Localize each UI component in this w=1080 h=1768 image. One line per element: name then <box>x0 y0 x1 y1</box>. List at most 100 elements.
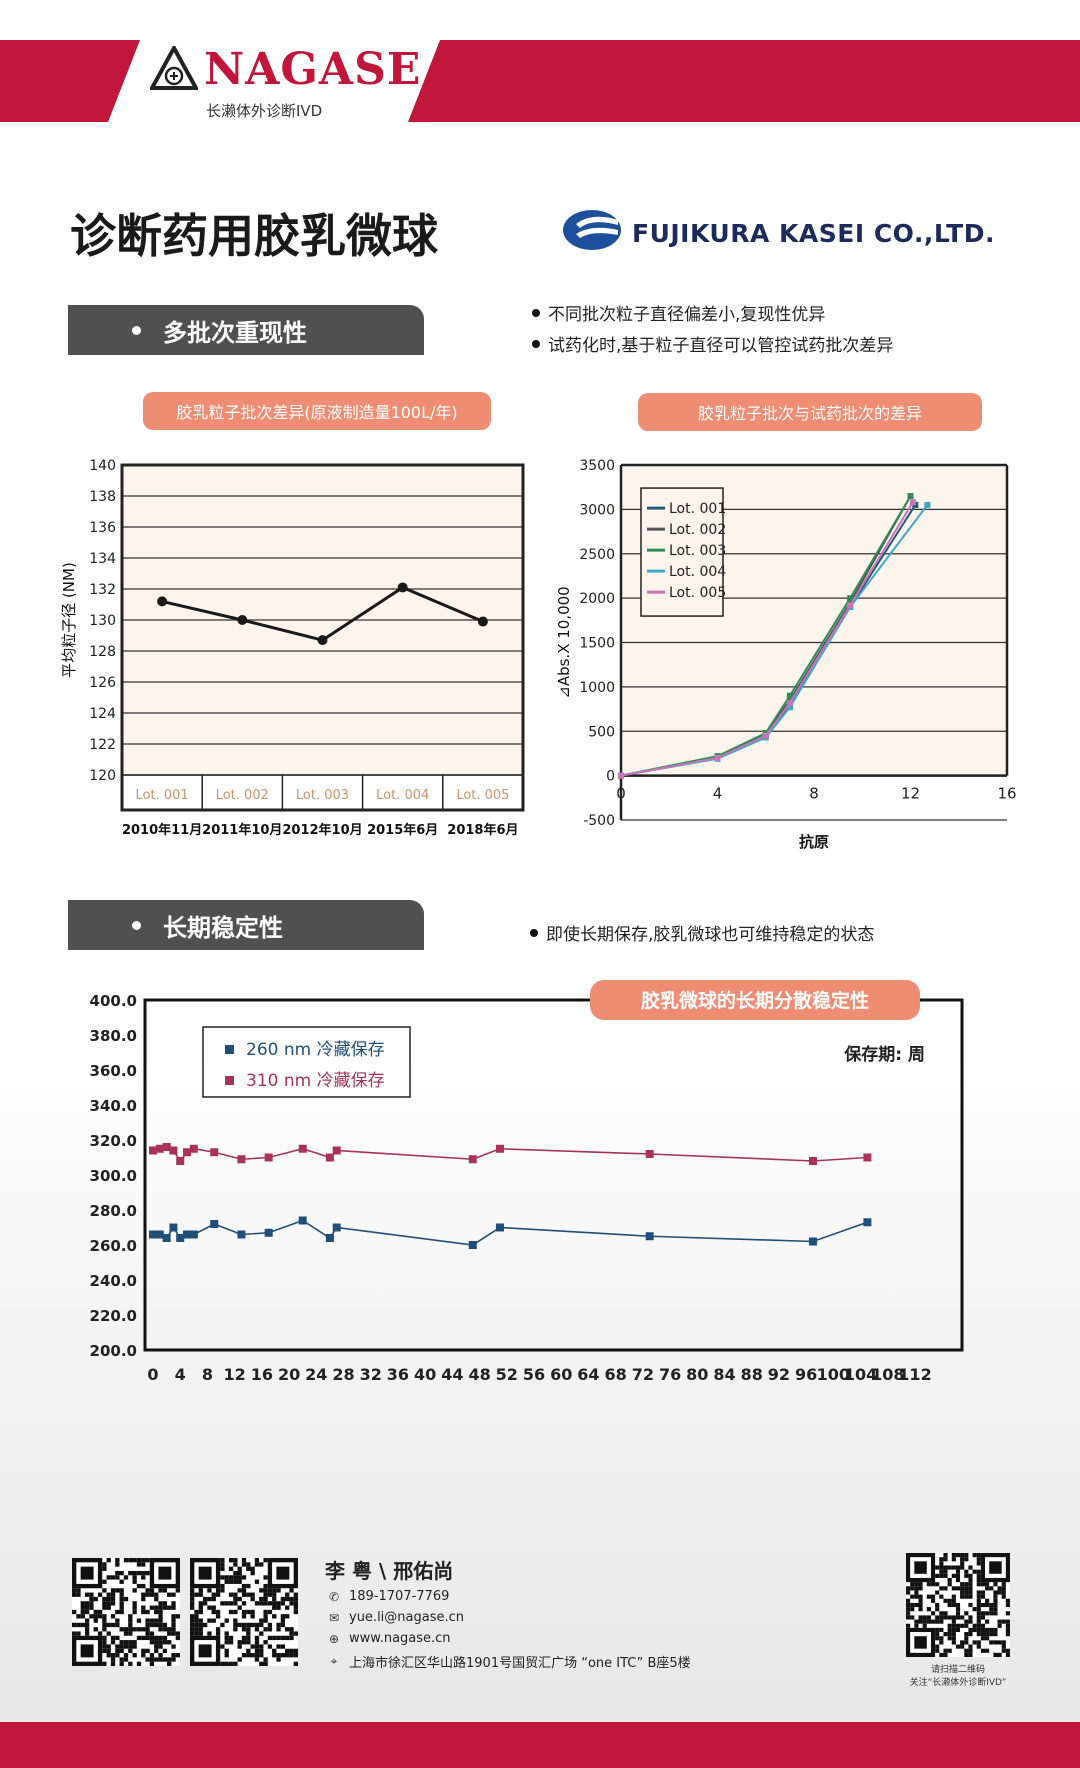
qr-module <box>80 1614 85 1619</box>
y-axis-label: 平均粒子径 (NM) <box>60 562 78 678</box>
qr-module <box>976 1573 981 1578</box>
qr-module <box>106 1653 111 1658</box>
qr-module <box>972 1640 977 1645</box>
qr-module <box>276 1601 281 1606</box>
qr-finder-center <box>80 1644 94 1658</box>
qr-module <box>289 1653 294 1658</box>
qr-module <box>906 1602 911 1608</box>
qr-module <box>237 1566 242 1571</box>
qr-module <box>198 1592 203 1597</box>
qr-module <box>102 1579 107 1584</box>
qr-finder <box>906 1553 936 1583</box>
qr-module <box>254 1627 260 1632</box>
qr-module <box>190 1588 195 1593</box>
y-tick-label: 260.0 <box>90 1237 137 1255</box>
qr-module <box>162 1605 168 1610</box>
qr-module <box>976 1598 981 1603</box>
qr-module <box>84 1609 90 1615</box>
qr-module <box>955 1573 961 1578</box>
qr-module <box>106 1592 111 1597</box>
qr-module <box>237 1588 242 1593</box>
qr-module <box>968 1594 973 1599</box>
qr-module <box>175 1653 180 1658</box>
section-header-label: 长期稳定性 <box>163 913 283 942</box>
qr-module <box>964 1636 969 1641</box>
y-tick-label: 138 <box>89 489 116 505</box>
qr-module <box>194 1609 199 1615</box>
qr-module <box>267 1622 273 1628</box>
qr-module <box>228 1609 234 1615</box>
data-point <box>237 615 248 625</box>
qr-module <box>171 1614 176 1619</box>
qr-module <box>926 1582 931 1587</box>
qr-module <box>272 1596 277 1602</box>
qr-module <box>259 1596 264 1602</box>
qr-module <box>194 1627 199 1632</box>
qr-module <box>293 1596 298 1602</box>
qr-module <box>194 1622 199 1628</box>
y-tick-label: 132 <box>89 582 116 598</box>
qr-module <box>285 1605 290 1610</box>
x-date-label: 2012年10月 <box>282 822 362 838</box>
qr-module <box>259 1653 264 1658</box>
qr-module <box>976 1611 981 1616</box>
qr-module <box>263 1640 268 1645</box>
legend-label: Lot. 001 <box>669 501 726 517</box>
qr-module <box>106 1622 111 1628</box>
y-tick-label: 128 <box>89 644 116 660</box>
qr-module <box>259 1648 264 1654</box>
qr-module <box>267 1609 273 1615</box>
qr-module <box>84 1622 90 1628</box>
qr-module <box>276 1627 281 1632</box>
qr-module <box>918 1607 923 1612</box>
qr-module <box>259 1601 264 1606</box>
qr-module <box>263 1661 268 1666</box>
qr-module <box>976 1644 981 1649</box>
qr-module <box>93 1618 98 1623</box>
qr-module <box>141 1609 146 1615</box>
qr-module <box>76 1622 81 1628</box>
qr-module <box>224 1648 229 1654</box>
qr-module <box>190 1627 195 1632</box>
qr-module <box>272 1635 277 1641</box>
qr-module <box>976 1561 981 1566</box>
qr-module <box>237 1579 242 1584</box>
qr-module <box>233 1627 238 1632</box>
qr-module <box>254 1622 260 1628</box>
qr-module <box>930 1582 936 1587</box>
qr-module <box>960 1561 965 1566</box>
qr-module <box>263 1618 268 1623</box>
qr-module <box>980 1615 986 1620</box>
x-tick-label: 92 <box>768 1365 790 1384</box>
qr-module <box>224 1631 229 1636</box>
qr-module <box>215 1627 221 1632</box>
qr-module <box>136 1627 142 1632</box>
qr-module <box>220 1588 225 1593</box>
web-text: www.nagase.cn <box>349 1631 451 1646</box>
qr-module <box>939 1586 944 1591</box>
x-category-label: Lot. 005 <box>456 788 509 803</box>
qr-module <box>141 1627 146 1632</box>
qr-module <box>914 1590 919 1595</box>
qr-module <box>993 1602 998 1608</box>
qr-module <box>194 1592 199 1597</box>
qr-module <box>76 1631 81 1636</box>
qr-module <box>84 1601 90 1606</box>
qr-module <box>110 1592 116 1597</box>
qr-module <box>167 1640 172 1645</box>
qr-module <box>154 1596 159 1602</box>
qr-module <box>910 1602 915 1608</box>
qr-module <box>207 1596 212 1602</box>
series-line <box>620 495 912 777</box>
qr-module <box>906 1607 911 1612</box>
qr-module <box>951 1615 956 1620</box>
data-marker <box>847 595 854 602</box>
qr-module <box>910 1607 915 1612</box>
x-tick-label: 100 <box>817 1365 850 1384</box>
qr-module <box>272 1605 277 1610</box>
qr-module <box>198 1609 203 1615</box>
qr-module <box>190 1614 195 1619</box>
qr-module <box>976 1632 981 1637</box>
qr-module <box>149 1661 155 1666</box>
qr-module <box>976 1615 981 1620</box>
